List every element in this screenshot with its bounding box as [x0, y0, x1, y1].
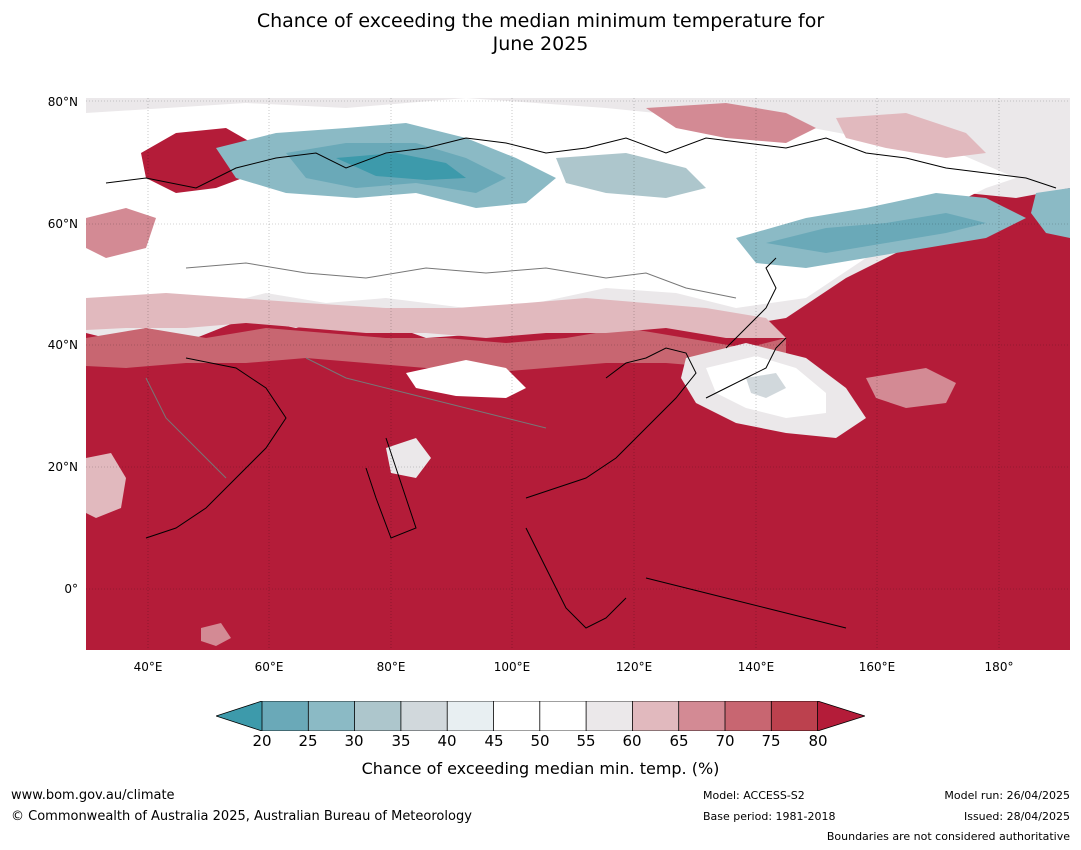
contour-30-35-central-siberia	[556, 153, 706, 198]
colorbar-dividers	[216, 701, 865, 731]
lon-label-60e: 60°E	[254, 660, 284, 674]
lat-label-40n: 40°N	[47, 338, 78, 352]
colorbar-swatch-40-45	[447, 701, 494, 731]
contour-65-70-africa	[201, 623, 231, 646]
colorbar-tick-80: 80	[808, 732, 828, 750]
contour-35-40-japan	[746, 373, 786, 398]
colorbar-swatch-65-70	[678, 701, 725, 731]
colorbar-extend-low	[216, 701, 262, 731]
colorbar-tick-60: 60	[622, 732, 642, 750]
colorbar-swatch-30-35	[354, 701, 401, 731]
contour-60-arctic-east	[836, 113, 986, 158]
copyright-notice: © Commonwealth of Australia 2025, Austra…	[11, 809, 472, 824]
model-run-date: Model run: 26/04/2025	[944, 789, 1070, 802]
lon-label-80e: 80°E	[376, 660, 406, 674]
colorbar-tick-40: 40	[437, 732, 457, 750]
colorbar-swatch-45-50	[493, 701, 540, 731]
lon-label-120e: 120°E	[615, 660, 653, 674]
colorbar-tick-70: 70	[715, 732, 735, 750]
contour-65-northwest	[86, 208, 156, 258]
map-title: Chance of exceeding the median minimum t…	[0, 10, 1081, 56]
colorbar-swatch-75-80	[771, 701, 818, 731]
contour-65-arctic-coast	[646, 103, 816, 143]
colorbar-tick-50: 50	[530, 732, 550, 750]
lon-label-140e: 140°E	[737, 660, 775, 674]
forecast-map	[86, 98, 1070, 650]
colorbar-tick-25: 25	[298, 732, 318, 750]
colorbar-tick-55: 55	[576, 732, 596, 750]
colorbar-tick-75: 75	[761, 732, 781, 750]
boundaries-disclaimer: Boundaries are not considered authoritat…	[826, 830, 1070, 843]
map-title-line1: Chance of exceeding the median minimum t…	[256, 10, 825, 32]
contour-20-25-far-east	[766, 213, 986, 253]
website-link[interactable]: www.bom.gov.au/climate	[11, 788, 175, 803]
lat-label-60n: 60°N	[47, 217, 78, 231]
colorbar	[216, 701, 865, 731]
issued-date: Issued: 28/04/2025	[963, 810, 1070, 823]
graticule	[86, 98, 1070, 650]
base-period: Base period: 1981-2018	[703, 810, 836, 823]
colorbar-swatch-60-65	[632, 701, 679, 731]
contour-25-30-east-edge	[1031, 188, 1070, 238]
lon-label-100e: 100°E	[493, 660, 531, 674]
colorbar-extend-high	[817, 701, 865, 731]
colorbar-swatch-50-55	[539, 701, 587, 731]
lon-label-160e: 160°E	[858, 660, 896, 674]
contour-55-60-india	[386, 438, 431, 478]
colorbar-swatch-35-40	[400, 701, 448, 731]
map-title-line2: June 2025	[492, 33, 589, 55]
colorbar-tick-65: 65	[669, 732, 689, 750]
country-boundaries	[145, 262, 737, 479]
model-name: Model: ACCESS-S2	[703, 789, 805, 802]
colorbar-title: Chance of exceeding median min. temp. (%…	[361, 759, 720, 778]
contour-70-75-central-asia	[86, 328, 786, 373]
colorbar-tick-30: 30	[344, 732, 364, 750]
colorbar-swatch-20-25	[262, 701, 309, 731]
lat-label-20n: 20°N	[47, 460, 78, 474]
contour-50-55-china	[406, 360, 526, 398]
contour-60-65-arabia	[86, 453, 126, 518]
coastlines	[105, 137, 1057, 629]
colorbar-swatch-25-30	[308, 701, 355, 731]
colorbar-swatch-55-60	[586, 701, 633, 731]
lon-label-180: 180°	[984, 660, 1014, 674]
lat-label-80n: 80°N	[47, 95, 78, 109]
colorbar-tick-35: 35	[391, 732, 411, 750]
colorbar-tick-45: 45	[484, 732, 504, 750]
lat-label-0: 0°	[64, 582, 78, 596]
colorbar-tick-20: 20	[252, 732, 272, 750]
lon-label-40e: 40°E	[133, 660, 163, 674]
map-canvas	[86, 98, 1070, 650]
contour-60-65-central-asia	[86, 293, 786, 338]
contour-65-70-pacific	[866, 368, 956, 408]
colorbar-swatch-70-75	[725, 701, 772, 731]
